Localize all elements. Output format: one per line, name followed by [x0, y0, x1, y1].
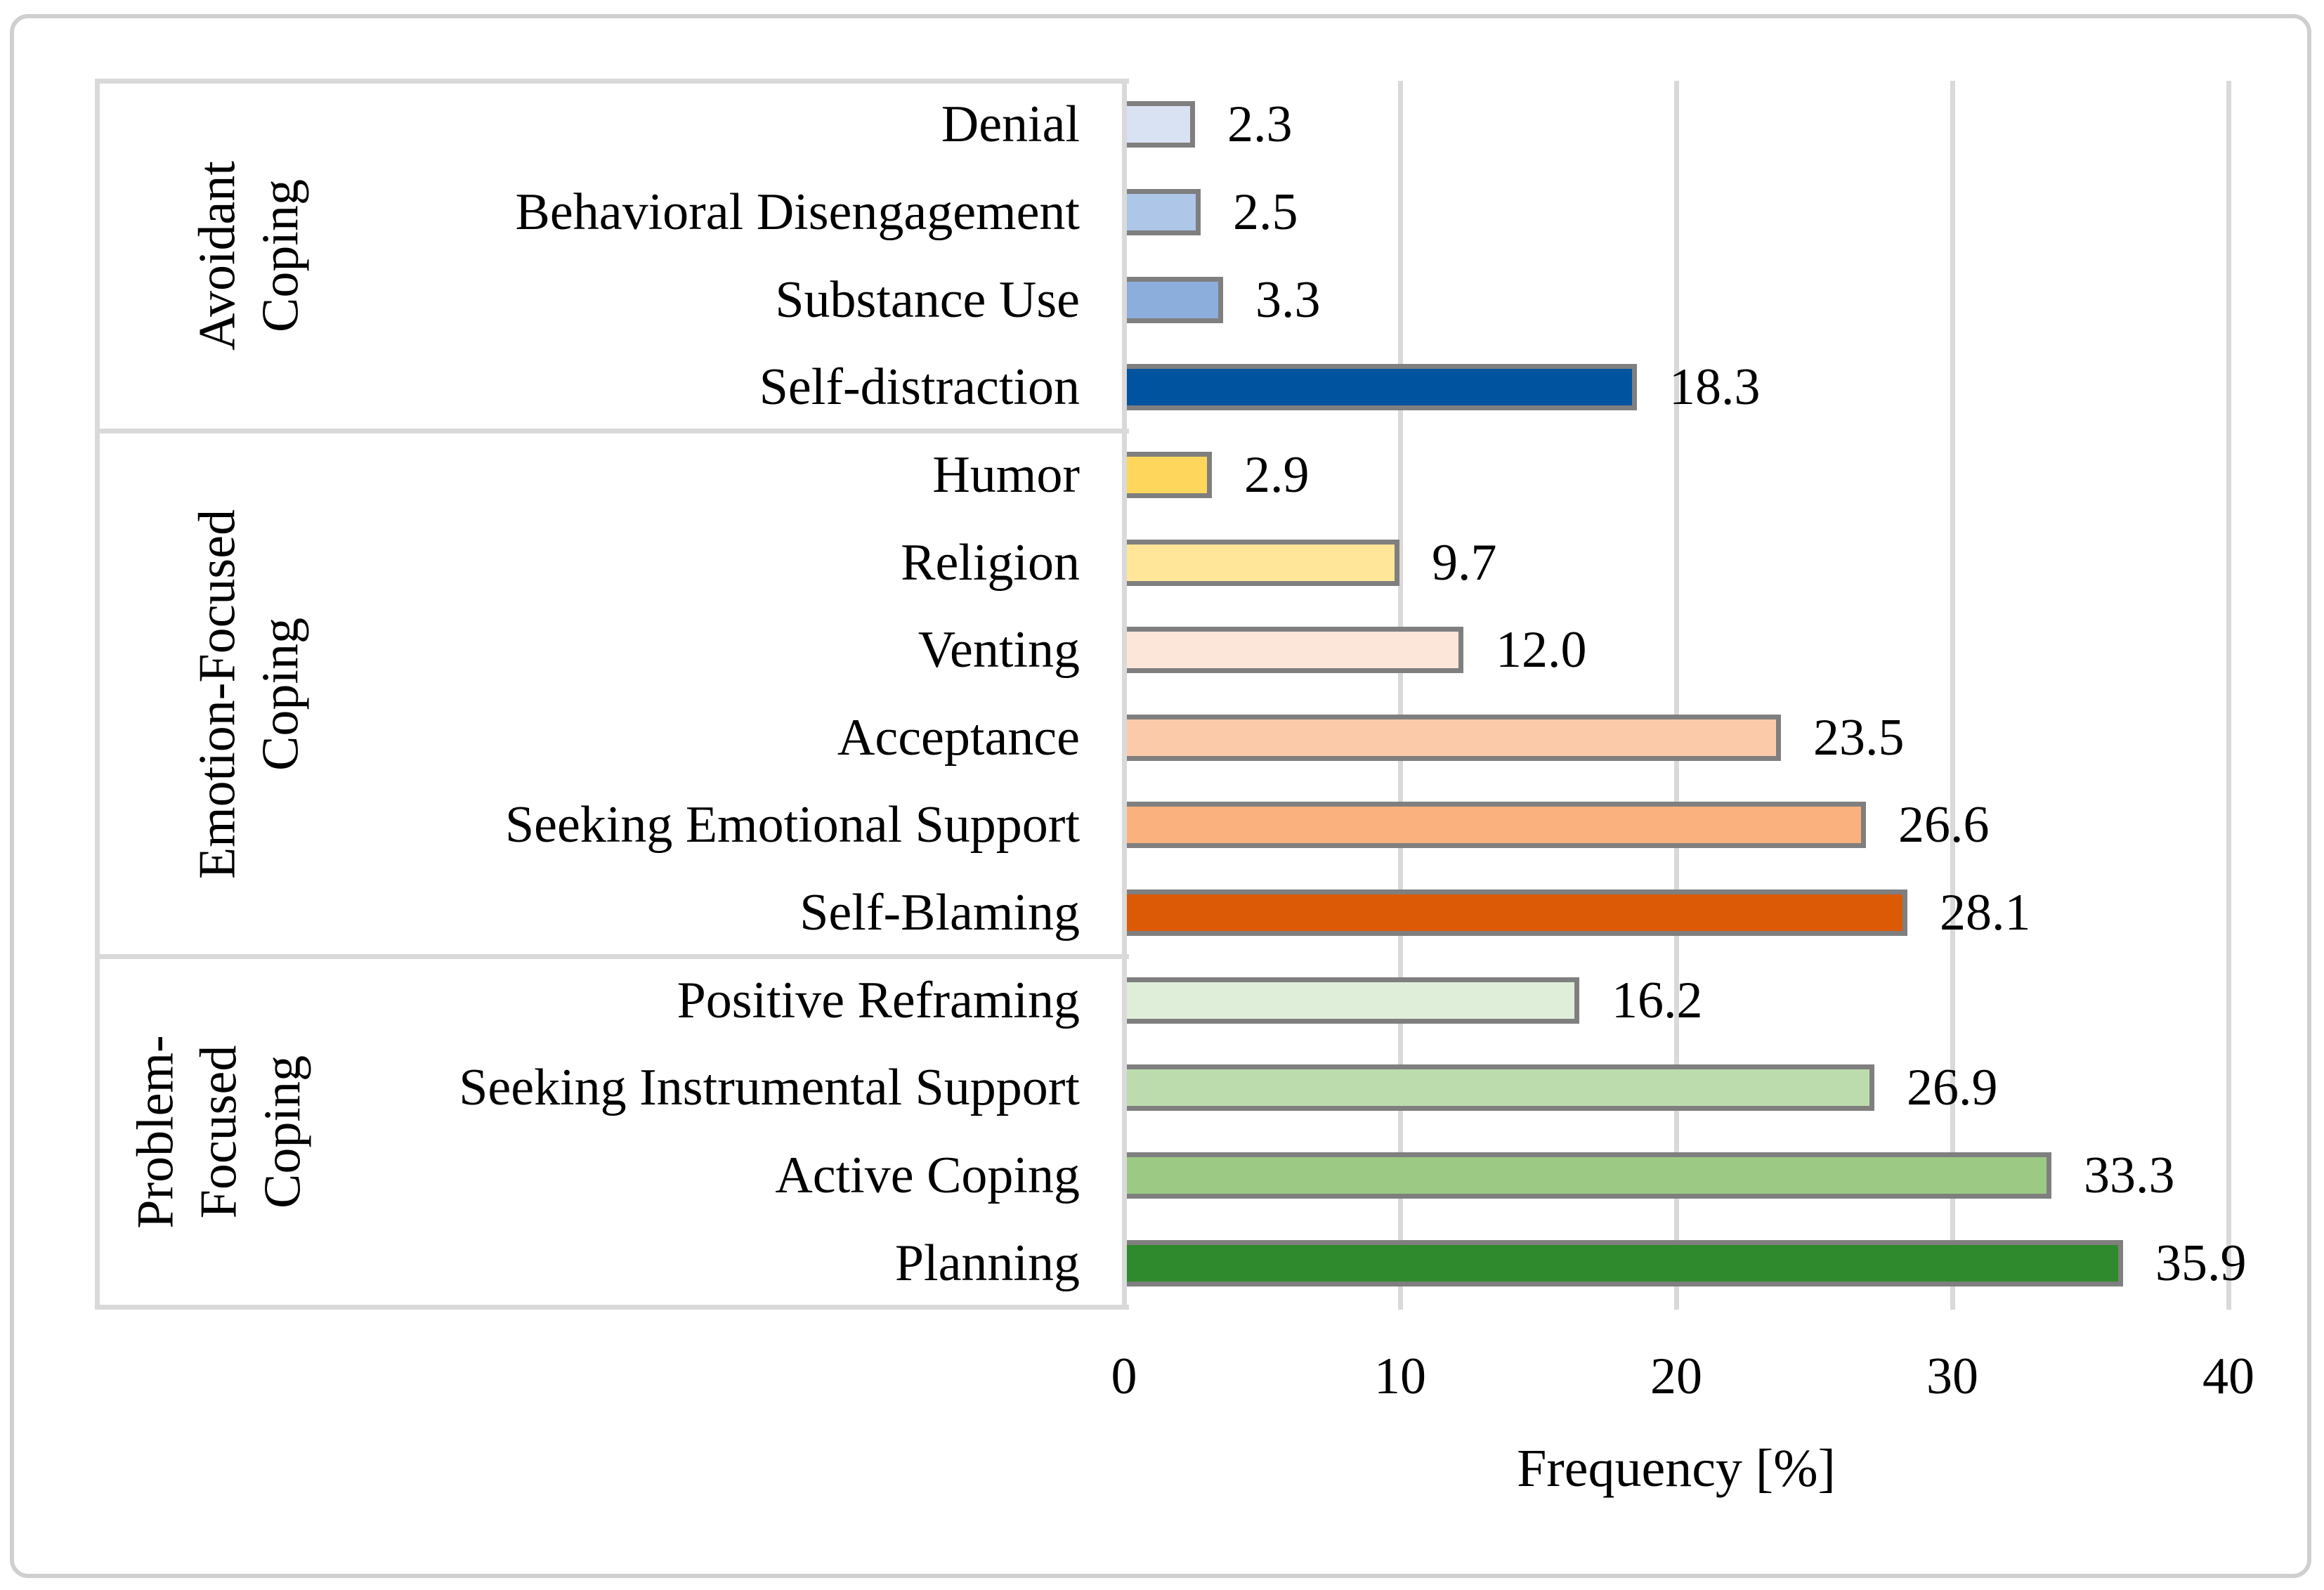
category-row: Self-distraction 18.3 — [0, 344, 2324, 431]
category-row: Denial 2.3 — [0, 81, 2324, 169]
value-label: 26.6 — [1898, 796, 1990, 854]
gridline-x-40 — [2226, 81, 2231, 1310]
label-box-left-border — [95, 79, 100, 1310]
bar-self-distraction — [1127, 364, 1637, 411]
label-box-top-border — [95, 79, 1129, 84]
category-row: Seeking Emotional Support 26.6 — [0, 781, 2324, 869]
x-tick-label: 20 — [1650, 1348, 1702, 1405]
category-label: Planning — [894, 1234, 1080, 1292]
category-row: Positive Reframing 16.2 — [0, 956, 2324, 1044]
bar-active-coping — [1127, 1152, 2051, 1199]
group-separator — [95, 954, 1129, 959]
bar-venting — [1127, 627, 1463, 674]
category-row: Venting 12.0 — [0, 606, 2324, 694]
category-row: Planning 35.9 — [0, 1219, 2324, 1307]
value-label: 16.2 — [1612, 971, 1703, 1029]
category-row: Acceptance 23.5 — [0, 694, 2324, 782]
value-label: 3.3 — [1255, 271, 1321, 329]
x-tick-label: 10 — [1374, 1348, 1426, 1405]
label-box-bottom-border — [95, 1305, 1129, 1310]
category-label: Active Coping — [775, 1147, 1080, 1205]
value-label: 2.5 — [1233, 183, 1298, 241]
category-label: Humor — [932, 445, 1080, 504]
gridline-x-20 — [1674, 81, 1679, 1310]
gridline-x-0 — [1122, 81, 1127, 1310]
value-label: 33.3 — [2084, 1147, 2175, 1205]
x-axis-title: Frequency [%] — [1517, 1439, 1836, 1498]
category-label: Seeking Instrumental Support — [459, 1059, 1080, 1117]
bar-religion — [1127, 539, 1399, 586]
category-row: Humor 2.9 — [0, 431, 2324, 519]
bar-substance-use — [1127, 276, 1223, 323]
category-label: Self-distraction — [759, 358, 1080, 417]
value-label: 12.0 — [1496, 621, 1587, 679]
bar-planning — [1127, 1239, 2123, 1286]
gridline-x-10 — [1398, 81, 1403, 1310]
value-label: 35.9 — [2155, 1234, 2247, 1292]
category-label: Substance Use — [775, 271, 1080, 329]
bar-seeking-instrumental-support — [1127, 1064, 1874, 1112]
category-row: Seeking Instrumental Support 26.9 — [0, 1044, 2324, 1132]
category-label: Self-Blaming — [799, 884, 1080, 942]
x-tick-label: 30 — [1926, 1348, 1978, 1405]
category-label: Religion — [901, 533, 1080, 592]
bar-behavioral-disengagement — [1127, 188, 1201, 235]
x-tick-label: 40 — [2202, 1348, 2254, 1405]
value-label: 26.9 — [1907, 1059, 1998, 1117]
group-label-avoidant-coping: Avoidant Coping — [188, 161, 310, 351]
category-row: Substance Use 3.3 — [0, 256, 2324, 344]
category-row: Active Coping 33.3 — [0, 1132, 2324, 1220]
value-label: 2.9 — [1244, 445, 1310, 504]
category-label: Acceptance — [837, 708, 1080, 767]
category-label: Denial — [941, 96, 1080, 154]
group-label-emotion-focused-coping: Emotion-Focused Coping — [188, 509, 310, 879]
value-label: 18.3 — [1669, 358, 1761, 417]
bar-denial — [1127, 101, 1195, 148]
value-label: 23.5 — [1813, 708, 1905, 767]
category-label: Behavioral Disengagement — [515, 183, 1080, 241]
category-label: Venting — [918, 621, 1080, 679]
category-label: Positive Reframing — [677, 971, 1080, 1029]
value-label: 9.7 — [1432, 533, 1497, 592]
value-label: 28.1 — [1940, 884, 2031, 942]
category-label: Seeking Emotional Support — [504, 796, 1080, 854]
bar-humor — [1127, 451, 1212, 498]
x-tick-label: 0 — [1111, 1348, 1137, 1405]
bar-acceptance — [1127, 714, 1781, 761]
bar-self-blaming — [1127, 890, 1907, 937]
value-label: 2.3 — [1227, 96, 1293, 154]
bar-seeking-emotional-support — [1127, 802, 1866, 849]
figure-outer-frame — [10, 14, 2311, 1578]
category-row: Behavioral Disengagement 2.5 — [0, 169, 2324, 256]
group-label-problem-focused-coping: Problem- Focused Coping — [126, 1035, 312, 1229]
group-separator — [95, 429, 1129, 434]
category-row: Self-Blaming 28.1 — [0, 869, 2324, 957]
category-row: Religion 9.7 — [0, 519, 2324, 606]
bar-positive-reframing — [1127, 977, 1579, 1024]
gridline-x-30 — [1950, 81, 1955, 1310]
